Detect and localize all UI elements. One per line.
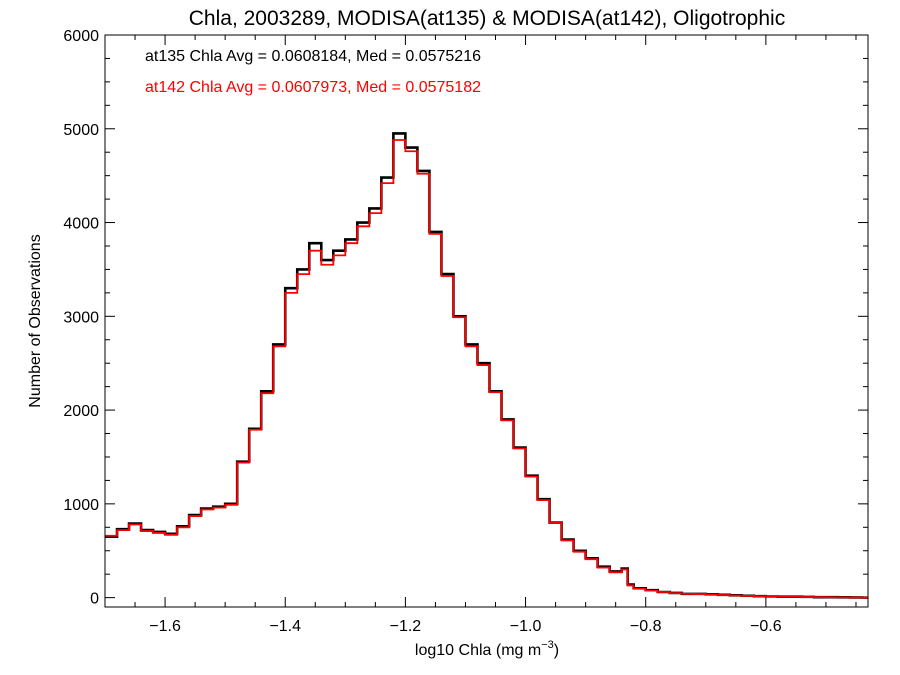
x-tick-label: −1.6 <box>149 618 181 635</box>
y-axis-ticks: 0 1000 2000 3000 4000 5000 6000 <box>63 28 868 608</box>
y-axis-label: Number of Observations <box>27 234 44 407</box>
plot-frame <box>104 34 869 608</box>
y-tick-label: 0 <box>90 591 99 608</box>
series-layer <box>105 132 868 599</box>
series-line-1 <box>105 139 868 599</box>
x-axis-label: log10 Chla (mg m−3) <box>415 639 559 659</box>
x-axis-label-superscript: −3 <box>541 639 554 651</box>
x-tick-label: −1.4 <box>269 618 301 635</box>
y-tick-label: 1000 <box>63 497 99 514</box>
x-tick-label: −0.6 <box>750 618 782 635</box>
x-tick-label: −0.8 <box>630 618 662 635</box>
x-axis-ticks: −1.6 −1.4 −1.2 −1.0 −0.8 −0.6 <box>104 35 857 635</box>
y-tick-label: 6000 <box>63 28 99 45</box>
chart-title: Chla, 2003289, MODISA(at135) & MODISA(at… <box>189 7 785 30</box>
x-tick-label: −1.0 <box>510 618 542 635</box>
y-tick-label: 4000 <box>63 216 99 233</box>
x-tick-label: −1.2 <box>390 618 422 635</box>
annotation-at135: at135 Chla Avg = 0.0608184, Med = 0.0575… <box>145 48 481 65</box>
y-tick-label: 2000 <box>63 403 99 420</box>
y-tick-label: 3000 <box>63 309 99 326</box>
y-tick-label: 5000 <box>63 122 99 139</box>
annotation-at142: at142 Chla Avg = 0.0607973, Med = 0.0575… <box>145 79 481 96</box>
